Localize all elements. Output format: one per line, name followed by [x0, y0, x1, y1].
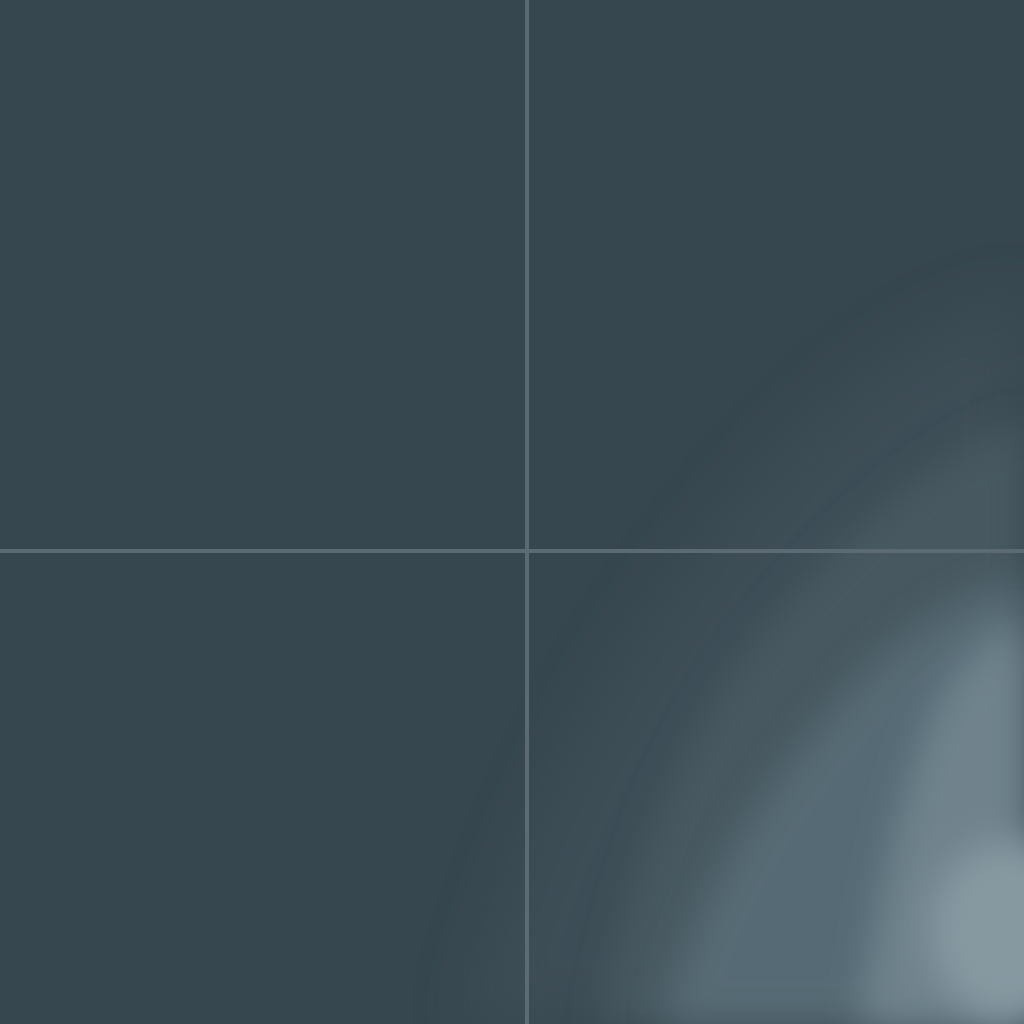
overlay-region-highlight [930, 840, 1024, 1020]
data-overlay-layer [470, 300, 1024, 1024]
